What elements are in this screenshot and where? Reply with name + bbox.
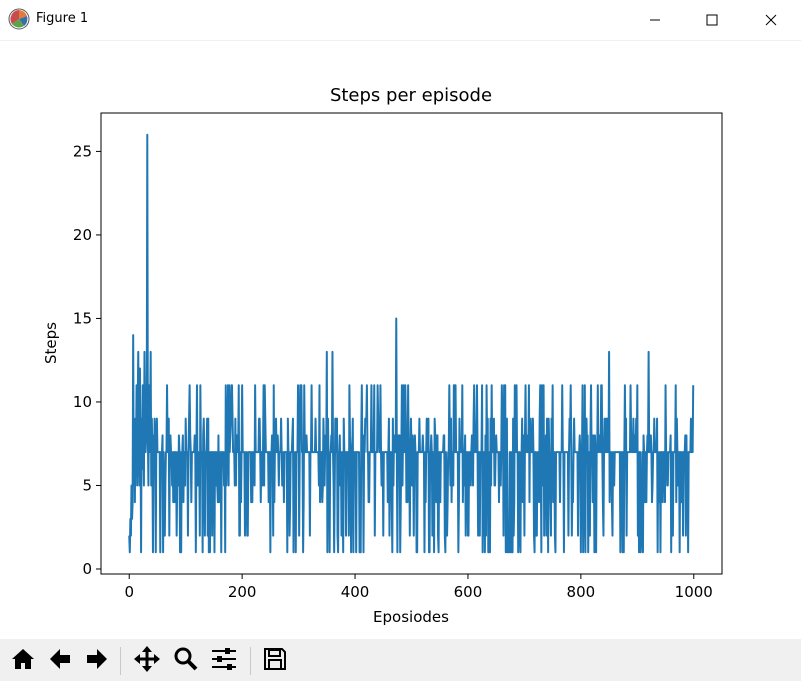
configure-subplots-button[interactable] bbox=[207, 644, 241, 678]
y-tick-label: 5 bbox=[82, 476, 92, 494]
y-axis: 0 5 10 15 20 25 bbox=[73, 142, 101, 578]
home-button[interactable] bbox=[6, 644, 40, 678]
pan-button[interactable] bbox=[130, 644, 164, 678]
y-tick-label: 25 bbox=[73, 142, 92, 160]
window-title: Figure 1 bbox=[36, 11, 89, 26]
forward-icon bbox=[84, 646, 110, 676]
close-button[interactable] bbox=[748, 0, 794, 40]
axes-frame bbox=[100, 112, 723, 575]
figure-canvas: Steps per episode 0 200 400 600 800 1000 0 5 10… bbox=[0, 41, 801, 639]
x-tick-label: 200 bbox=[228, 583, 257, 601]
app-logo-icon bbox=[8, 8, 30, 30]
chart-title: Steps per episode bbox=[330, 85, 492, 106]
y-tick-label: 20 bbox=[73, 226, 92, 244]
x-tick-label: 0 bbox=[124, 583, 134, 601]
pan-icon bbox=[133, 645, 161, 677]
line-chart: Steps per episode 0 200 400 600 800 1000 0 5 10… bbox=[42, 85, 723, 626]
y-tick-label: 10 bbox=[73, 393, 92, 411]
window-titlebar: Figure 1 bbox=[0, 0, 801, 41]
configure-subplots-icon bbox=[210, 646, 238, 676]
x-tick-label: 400 bbox=[341, 583, 370, 601]
maximize-icon bbox=[706, 14, 718, 26]
zoom-button[interactable] bbox=[169, 644, 203, 678]
back-icon bbox=[47, 646, 73, 676]
maximize-button[interactable] bbox=[689, 0, 735, 40]
toolbar-separator bbox=[120, 647, 121, 675]
save-button[interactable] bbox=[258, 644, 292, 678]
x-tick-label: 600 bbox=[454, 583, 483, 601]
minimize-icon bbox=[649, 14, 661, 26]
home-icon bbox=[10, 646, 36, 676]
navigation-toolbar bbox=[0, 639, 801, 681]
back-button[interactable] bbox=[43, 644, 77, 678]
y-axis-label: Steps bbox=[42, 322, 60, 364]
close-icon bbox=[765, 14, 777, 26]
y-tick-label: 0 bbox=[82, 560, 92, 578]
toolbar-separator bbox=[250, 647, 251, 675]
x-tick-label: 800 bbox=[567, 583, 596, 601]
x-axis: 0 200 400 600 800 1000 bbox=[124, 574, 713, 601]
zoom-icon bbox=[173, 646, 199, 676]
y-tick-label: 15 bbox=[73, 309, 92, 327]
save-icon bbox=[262, 646, 288, 676]
forward-button[interactable] bbox=[80, 644, 114, 678]
x-axis-label: Eposiodes bbox=[373, 608, 449, 626]
x-tick-label: 1000 bbox=[675, 583, 713, 601]
series-group bbox=[128, 133, 695, 554]
series-line bbox=[128, 133, 695, 554]
minimize-button[interactable] bbox=[632, 0, 678, 40]
